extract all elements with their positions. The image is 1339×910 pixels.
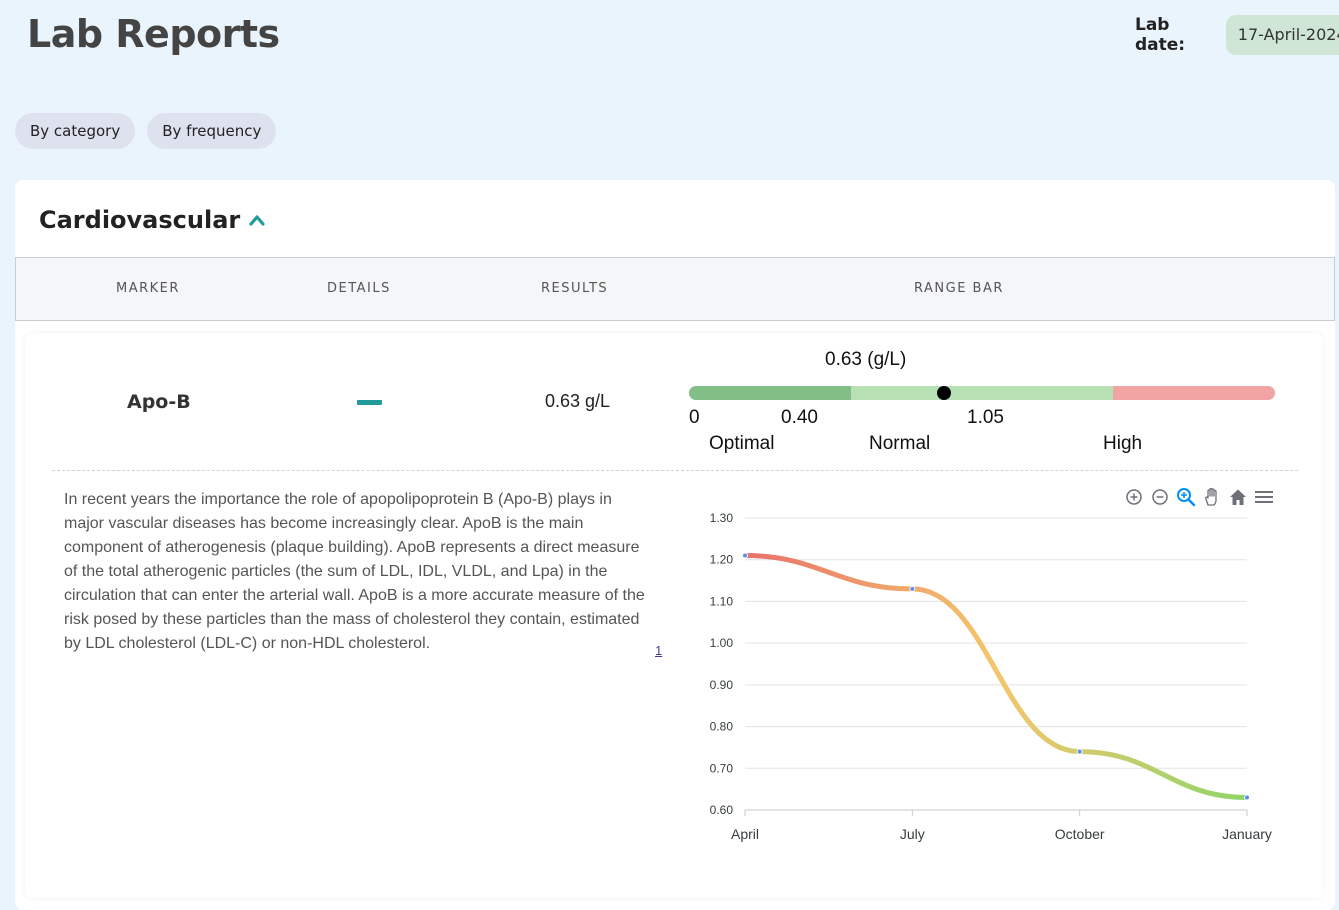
marker-description: In recent years the importance the role …: [64, 491, 645, 652]
series-line: [742, 553, 1250, 800]
x-axis-tick-label: January: [1222, 826, 1272, 842]
x-axis-tick-label: October: [1055, 826, 1105, 842]
footnote-link[interactable]: 1: [655, 643, 663, 658]
row-divider: [52, 470, 1298, 471]
range-bar: 0.63 (g/L) 0 0.40 1.05 Optimal Normal Hi…: [689, 343, 1279, 463]
lab-date-label: Lab date:: [1135, 15, 1186, 55]
selection-zoom-icon[interactable]: [1175, 486, 1197, 508]
range-tick: 1.05: [967, 407, 1004, 428]
lab-date: Lab date: 17-April-2024: [1135, 15, 1339, 55]
y-axis-tick-label: 1.20: [710, 553, 734, 567]
data-point: [1076, 748, 1083, 755]
range-segment-optimal: [689, 386, 851, 400]
zone-label-optimal: Optimal: [709, 433, 775, 454]
tab-by-frequency[interactable]: By frequency: [147, 113, 277, 149]
section-title[interactable]: Cardiovascular: [39, 206, 266, 234]
section-title-text: Cardiovascular: [39, 206, 241, 234]
apo-b-trend-chart: 1.30 1.20 1.10 1.00 0.90 0.80 0.70 0.60 April Jul…: [710, 511, 1272, 842]
marker-name: Apo-B: [127, 391, 191, 413]
y-axis-tick-label: 0.70: [710, 761, 734, 775]
x-axis-tick-label: April: [731, 826, 759, 842]
page-title: Lab Reports: [27, 12, 280, 56]
y-axis-tick-label: 0.60: [710, 803, 734, 817]
range-segment-normal: [850, 386, 1114, 400]
result-value: 0.63 g/L: [545, 391, 611, 411]
column-header-marker: MARKER: [116, 281, 180, 296]
lab-date-selector[interactable]: 17-April-2024: [1225, 15, 1339, 55]
reset-home-icon[interactable]: [1227, 486, 1249, 508]
zone-label-high: High: [1103, 433, 1143, 454]
y-axis-tick-label: 0.80: [710, 720, 734, 734]
chevron-up-icon[interactable]: [248, 213, 266, 227]
zoom-out-icon[interactable]: [1149, 486, 1171, 508]
table-header: MARKER DETAILS RESULTS RANGE BAR: [15, 257, 1335, 321]
pan-icon[interactable]: [1201, 486, 1223, 508]
zoom-in-icon[interactable]: [1123, 486, 1145, 508]
range-track: [689, 386, 1275, 400]
chart-toolbar: [1123, 486, 1275, 508]
data-point: [742, 552, 748, 559]
range-value-indicator: [936, 386, 951, 400]
range-tick: 0: [689, 407, 700, 428]
collapse-details-icon[interactable]: [357, 400, 382, 405]
y-axis-tick-label: 0.90: [710, 678, 734, 692]
range-value-label: 0.63 (g/L): [825, 349, 907, 370]
column-header-details: DETAILS: [327, 281, 391, 296]
tab-by-category[interactable]: By category: [15, 113, 136, 149]
y-axis-tick-label: 1.30: [710, 511, 734, 525]
menu-icon[interactable]: [1253, 486, 1275, 508]
range-tick: 0.40: [781, 407, 818, 428]
column-header-results: RESULTS: [541, 281, 609, 296]
category-card: Cardiovascular MARKER DETAILS RESULTS RA…: [15, 180, 1335, 910]
data-point: [909, 585, 916, 592]
range-segment-high: [1113, 386, 1275, 400]
view-tabs: By category By frequency: [15, 113, 277, 149]
y-axis-tick-label: 1.10: [710, 594, 734, 608]
marker-row: Apo-B 0.63 g/L 0.63 (g/L) 0 0.40 1.05 Op…: [25, 333, 1323, 898]
y-axis-tick-label: 1.00: [710, 636, 734, 650]
data-point: [1244, 794, 1250, 801]
zone-label-normal: Normal: [869, 433, 931, 454]
column-header-range-bar: RANGE BAR: [914, 281, 1004, 296]
x-axis-tick-label: July: [900, 826, 925, 842]
